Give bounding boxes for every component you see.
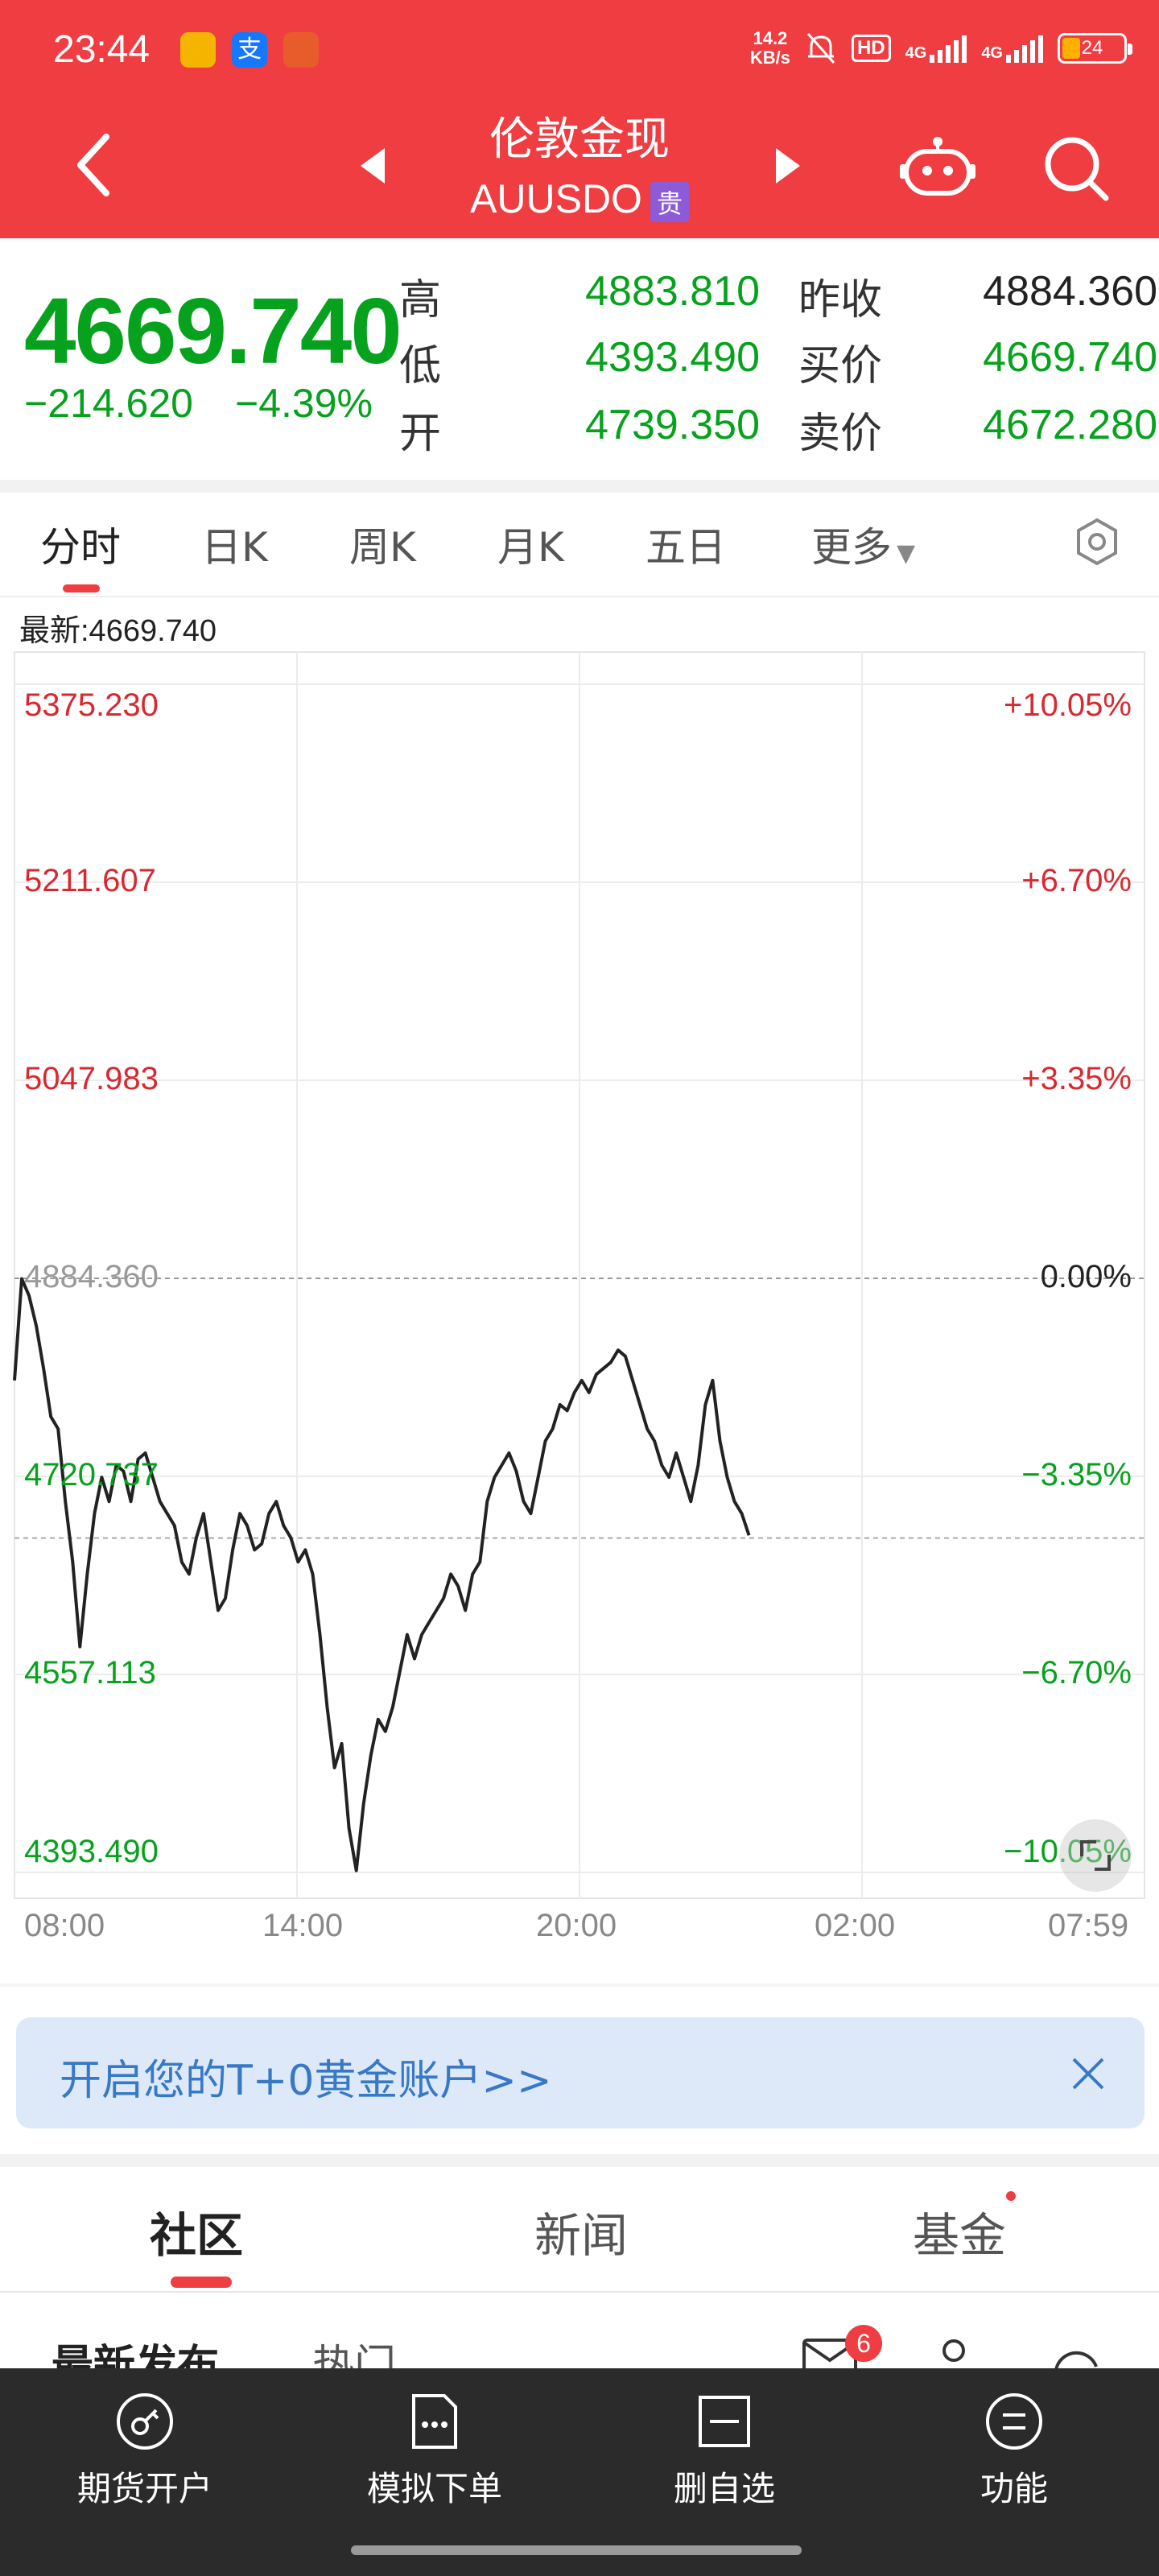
prev-close-value: 4884.360 [983, 268, 1157, 315]
status-icons: 14.2 KB/s HD 4G 4G 24 [749, 28, 1132, 68]
price-line [13, 1277, 751, 1872]
tab-five-day[interactable]: 五日 [645, 524, 726, 571]
fullscreen-button[interactable] [1059, 1819, 1132, 1892]
ask-label: 卖价 [798, 410, 883, 458]
x-tick-label: 02:00 [815, 1908, 896, 1943]
tab-more[interactable]: 更多 ▼ [811, 524, 916, 571]
y-tick-label: 5211.607 [24, 862, 156, 898]
chart-settings-icon[interactable] [1072, 517, 1122, 567]
document-icon [412, 2394, 457, 2449]
prev-symbol-icon[interactable] [359, 147, 388, 185]
tab-daily-k[interactable]: 日K [201, 524, 268, 571]
mail-count-badge: 6 [845, 2325, 882, 2362]
signal-icon-2 [1006, 34, 1043, 63]
latest-price-label: 最新:4669.740 [19, 614, 217, 648]
close-icon[interactable] [1070, 2056, 1106, 2091]
section-divider [0, 2154, 1159, 2167]
back-icon[interactable] [71, 129, 119, 201]
intraday-chart[interactable] [0, 644, 1159, 1900]
search-icon[interactable] [1041, 134, 1111, 203]
x-tick-label: 08:00 [24, 1908, 105, 1943]
y-tick-label: 4720.737 [24, 1456, 159, 1492]
t0-account-banner[interactable]: 开启您的T+0黄金账户>> [16, 2017, 1145, 2128]
key-icon [117, 2393, 173, 2450]
y-pct-tick-label: +6.70% [1021, 862, 1132, 898]
page-title: 伦敦金现 [489, 114, 670, 166]
low-label: 低 [399, 342, 442, 390]
section-divider [0, 1984, 1159, 1987]
menu-icon [986, 2393, 1042, 2450]
y-pct-tick-label: −6.70% [1021, 1655, 1132, 1690]
hd-icon: HD [851, 35, 891, 62]
nav-paper-trade[interactable]: 模拟下单 [314, 2392, 555, 2511]
high-value: 4883.810 [585, 268, 760, 315]
bottom-nav: 期货开户 模拟下单 删自选 功能 [0, 2368, 1159, 2576]
open-value: 4739.350 [585, 402, 760, 448]
signal-icon-1 [930, 34, 967, 63]
y-tick-label: 5047.983 [24, 1061, 159, 1096]
x-tick-label: 07:59 [1048, 1908, 1129, 1943]
tab-community[interactable]: 社区 [150, 2208, 244, 2263]
status-time: 23:44 [53, 28, 151, 71]
tab-monthly-k[interactable]: 月K [497, 524, 564, 571]
y-pct-tick-label: +10.05% [1003, 687, 1132, 723]
price-change-pct: −4.39% [235, 381, 373, 426]
open-label: 开 [399, 410, 442, 458]
net-speed: 14.2 KB/s [749, 28, 790, 68]
x-tick-label: 20:00 [536, 1908, 617, 1943]
x-tick-label: 14:00 [262, 1908, 344, 1943]
nav-functions[interactable]: 功能 [893, 2392, 1135, 2511]
notes-app-icon [180, 32, 216, 68]
banner-text[interactable]: 开启您的T+0黄金账户>> [60, 2057, 552, 2105]
low-value: 4393.490 [585, 334, 760, 381]
section-divider [0, 480, 1159, 493]
tabs-divider [0, 596, 1159, 597]
alipay-icon: 支 [232, 32, 267, 68]
tab-funds[interactable]: 基金 [913, 2208, 1007, 2263]
nav-remove-watchlist[interactable]: 删自选 [604, 2392, 845, 2511]
caret-down-icon: ▼ [897, 539, 916, 568]
active-tab-indicator [63, 584, 100, 592]
prev-close-label: 昨收 [798, 276, 883, 324]
mute-bell-icon [806, 33, 835, 64]
funds-notification-dot [1006, 2191, 1016, 2201]
high-label: 高 [399, 276, 442, 324]
game-app-icon [283, 32, 319, 68]
precious-metal-badge: 贵 [650, 181, 689, 222]
user-icon[interactable] [934, 2338, 974, 2378]
refresh-icon[interactable] [1051, 2338, 1099, 2378]
nav-futures-account[interactable]: 期货开户 [24, 2392, 266, 2511]
tab-intraday[interactable]: 分时 [40, 524, 121, 571]
battery-icon: 24 [1058, 33, 1132, 64]
home-indicator[interactable] [351, 2545, 802, 2555]
ask-value: 4672.280 [983, 402, 1157, 448]
y-pct-tick-label: 0.00% [1040, 1259, 1132, 1294]
last-price: 4669.740 [24, 279, 402, 383]
network-type-1: 4G [905, 44, 927, 62]
next-symbol-icon[interactable] [773, 147, 802, 185]
chart-grid [14, 651, 1145, 1899]
y-tick-label: 4557.113 [24, 1655, 156, 1690]
price-change: −214.620 [24, 381, 193, 426]
bid-value: 4669.740 [983, 334, 1157, 381]
y-tick-label: 4393.490 [24, 1834, 159, 1869]
remove-watchlist-icon [699, 2396, 750, 2447]
y-tick-label: 5375.230 [24, 687, 159, 723]
tab-news[interactable]: 新闻 [534, 2208, 629, 2263]
y-pct-tick-label: +3.35% [1021, 1061, 1132, 1096]
tab-weekly-k[interactable]: 周K [349, 524, 416, 571]
robot-icon[interactable] [900, 134, 975, 198]
tabs-divider [0, 2291, 1159, 2293]
expand-icon [1080, 1840, 1111, 1871]
bid-label: 买价 [798, 342, 883, 390]
network-type-2: 4G [981, 44, 1003, 62]
symbol-code: AUUSDO 贵 [0, 175, 1159, 222]
y-pct-tick-label: −3.35% [1021, 1456, 1132, 1492]
y-tick-label: 4884.360 [24, 1259, 159, 1294]
top-header: 23:44 支 14.2 KB/s HD 4G 4G 24 伦敦金现 [0, 0, 1159, 238]
active-tab-indicator [171, 2277, 232, 2288]
